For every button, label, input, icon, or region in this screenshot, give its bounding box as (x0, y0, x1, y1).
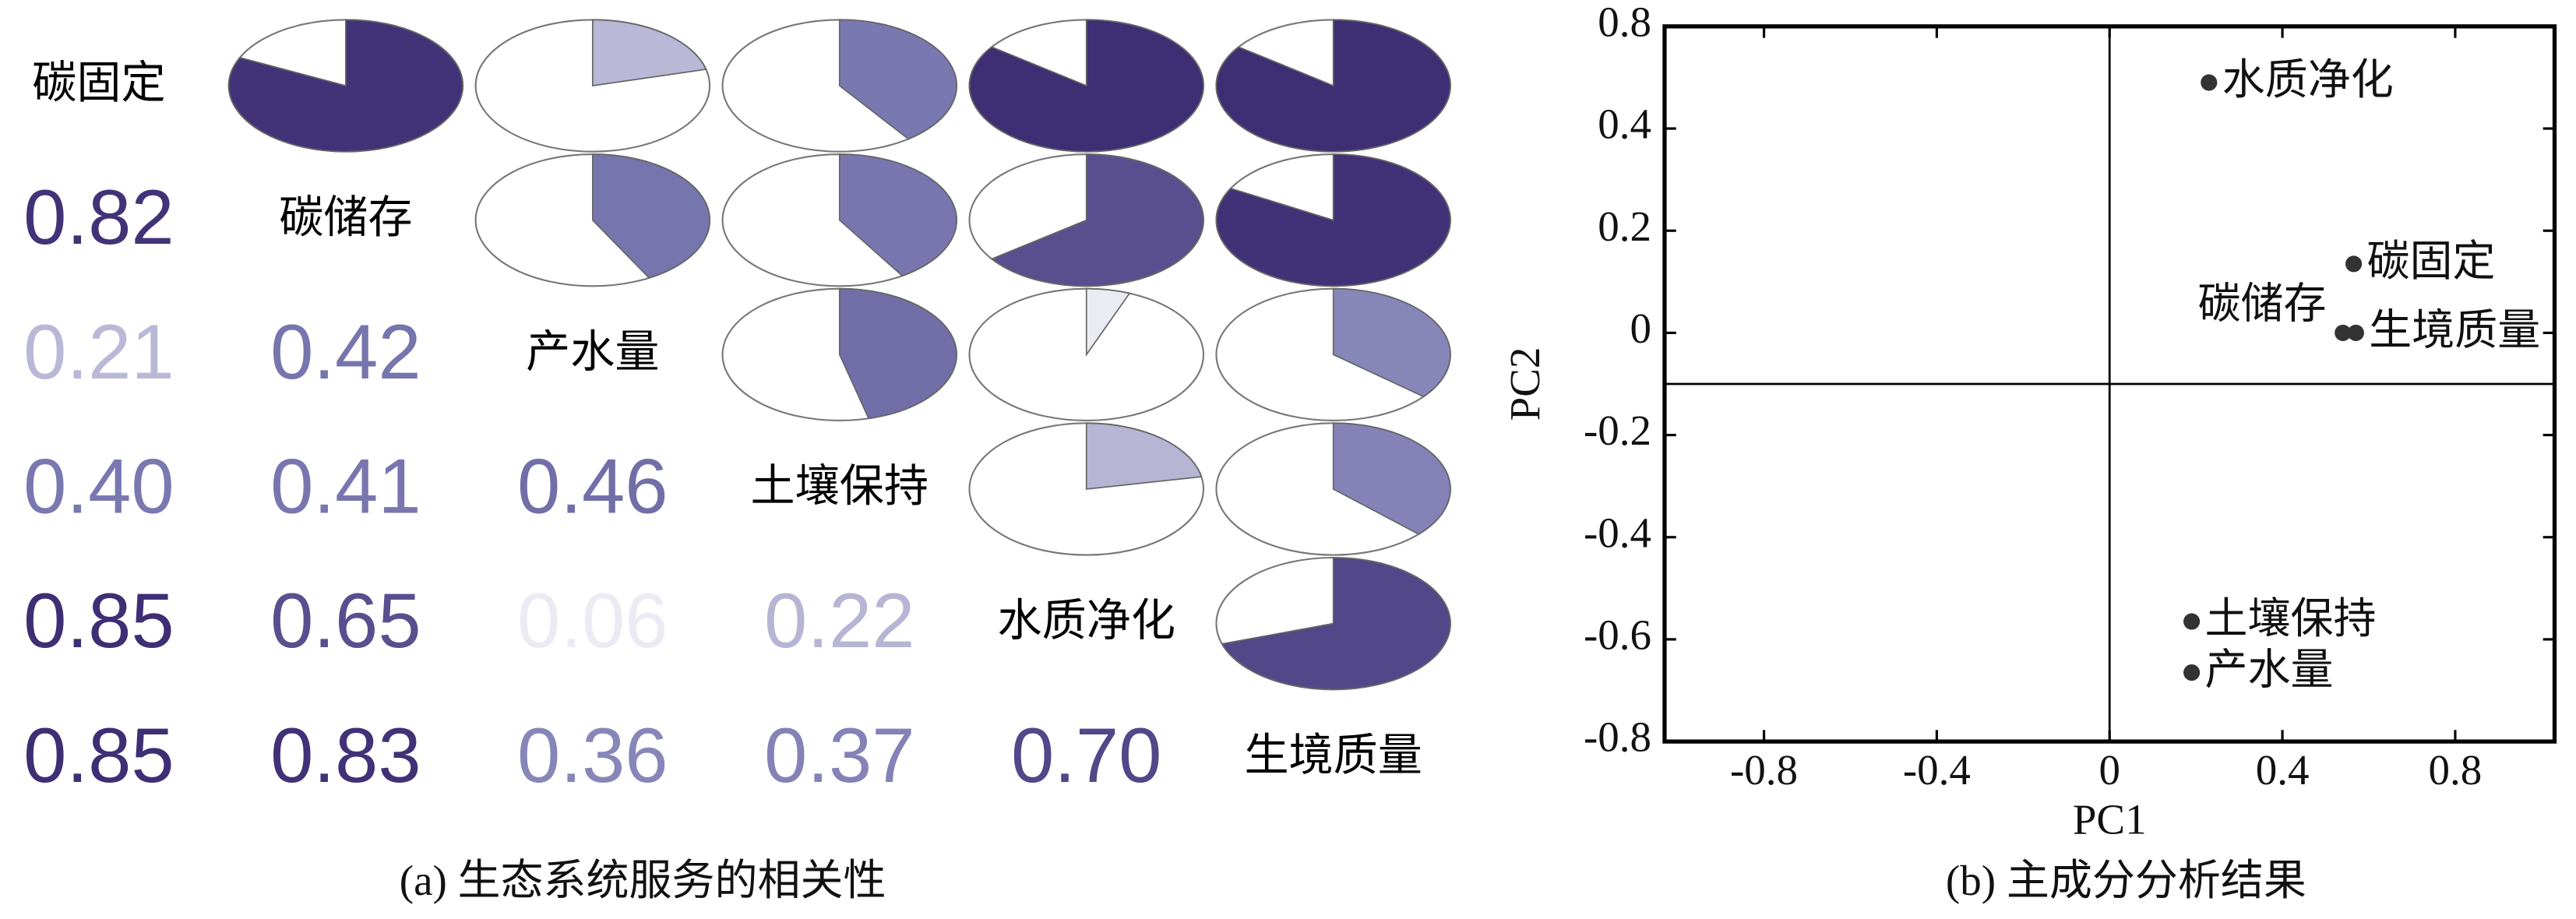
pie-slice (838, 19, 957, 140)
correlation-label: 0.46 (517, 443, 668, 530)
correlation-label: 0.21 (23, 309, 174, 396)
point (2183, 613, 2201, 630)
point-label: 生境质量 (2369, 305, 2540, 355)
point (2347, 324, 2364, 341)
variable-label: 水质净化 (998, 595, 1175, 646)
y-tick-label: -0.6 (1584, 611, 1651, 659)
pie-slice (838, 287, 957, 420)
pie-slice (591, 19, 707, 87)
correlation-label: 0.85 (23, 713, 174, 799)
y-tick-label: 0.2 (1598, 202, 1651, 250)
x-tick-label: -0.4 (1903, 746, 1971, 794)
correlation-label: 0.42 (270, 309, 421, 396)
pie-slice (1215, 153, 1451, 287)
correlation-label: 0.70 (1011, 713, 1162, 799)
correlation-label: 0.36 (517, 713, 668, 799)
point-label: 水质净化 (2222, 55, 2394, 104)
correlation-label: 0.65 (270, 578, 421, 664)
correlation-label: 0.06 (517, 578, 668, 664)
y-tick-label: -0.4 (1584, 509, 1651, 556)
x-tick-label: -0.8 (1730, 746, 1798, 794)
point-label: 碳储存 (2198, 279, 2327, 329)
correlation-label: 0.22 (764, 578, 915, 664)
variable-label: 生境质量 (1244, 730, 1422, 781)
x-tick-label: 0 (2099, 746, 2120, 794)
point-label: 产水量 (2205, 645, 2334, 695)
pie-slice (591, 153, 710, 279)
correlation-label: 0.40 (23, 443, 174, 530)
caption: (b) 主成分分析结果 (1946, 857, 2306, 904)
y-axis-label: PC2 (1501, 347, 1549, 421)
point-label: 土壤保持 (2205, 593, 2377, 643)
y-tick-label: 0.8 (1598, 0, 1651, 45)
pie-slice (1085, 287, 1131, 357)
variable-label: 碳储存 (279, 192, 412, 243)
correlation-label: 0.85 (23, 578, 174, 664)
pie-slice (1332, 422, 1451, 535)
variable-label: 土壤保持 (751, 461, 929, 512)
correlation-label: 0.41 (270, 443, 421, 530)
pie-slice (227, 19, 463, 153)
y-tick-label: -0.2 (1584, 407, 1651, 454)
pie-slice (838, 153, 957, 277)
y-tick-label: 0.4 (1598, 100, 1651, 148)
point (2345, 255, 2363, 273)
pie-slice (1215, 19, 1451, 153)
point (2335, 324, 2352, 341)
caption: (a) 生态系统服务的相关性 (400, 857, 886, 904)
variable-label: 碳固定 (32, 58, 165, 109)
x-axis-label: PC1 (2073, 796, 2147, 843)
correlation-label: 0.82 (23, 174, 174, 261)
point (2183, 664, 2201, 681)
correlation-label: 0.37 (764, 713, 915, 799)
point-label: 碳固定 (2367, 236, 2496, 286)
pie-slice (1221, 557, 1451, 691)
x-tick-label: 0.8 (2429, 746, 2483, 794)
pie-slice (1332, 287, 1451, 398)
point (2201, 74, 2218, 91)
y-tick-label: -0.8 (1584, 713, 1651, 761)
correlation-label: 0.83 (270, 713, 421, 799)
pie-slice (1085, 422, 1203, 490)
pie-slice (968, 19, 1204, 153)
variable-label: 产水量 (526, 326, 659, 378)
y-tick-label: 0 (1630, 305, 1652, 352)
pie-slice (990, 153, 1204, 287)
x-tick-label: 0.4 (2256, 746, 2310, 794)
